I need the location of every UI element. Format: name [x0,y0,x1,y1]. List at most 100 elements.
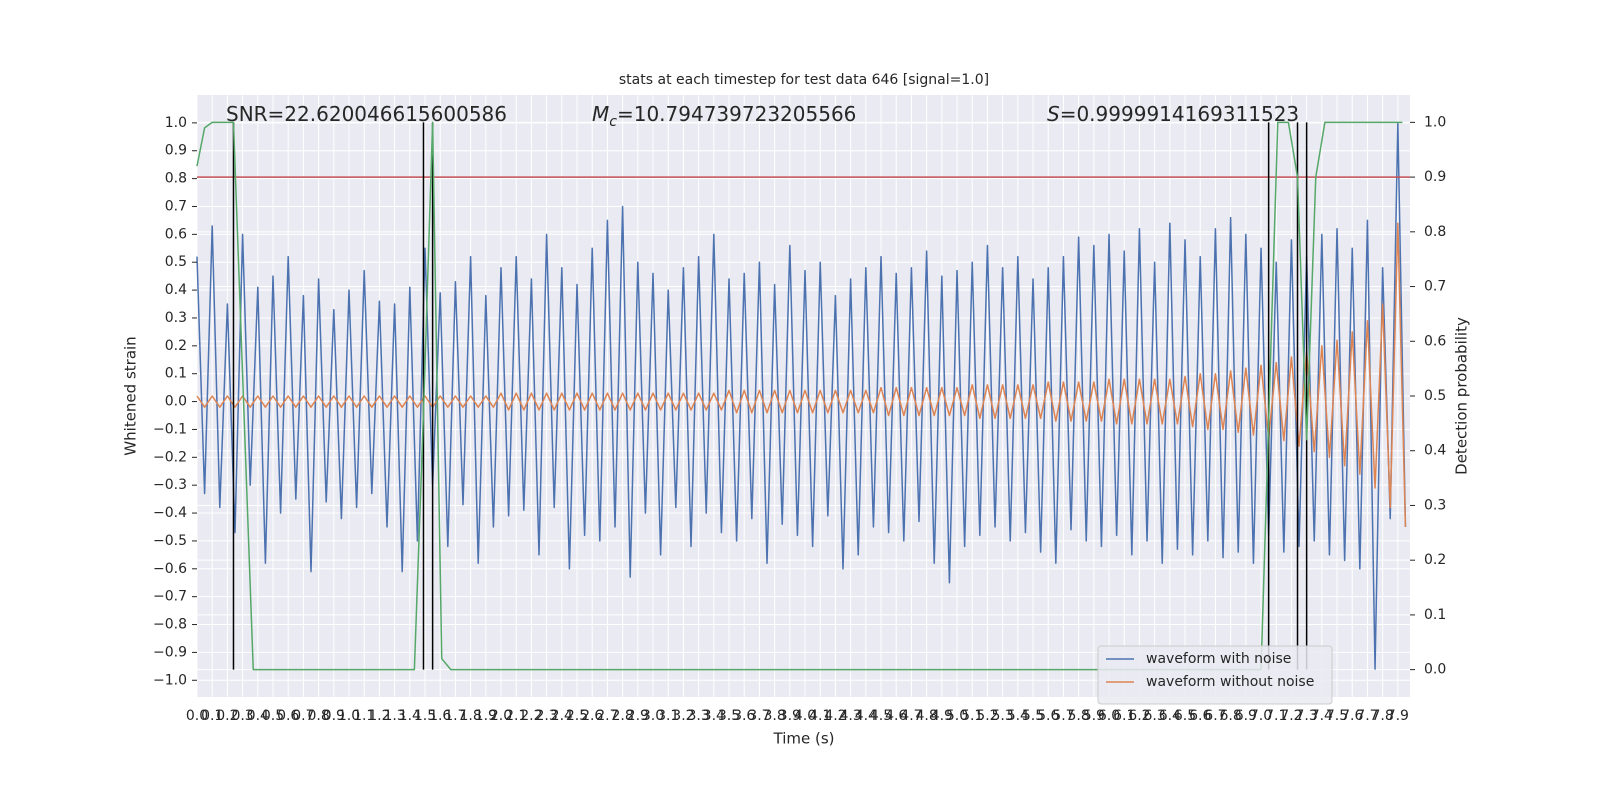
y2-axis-label: Detection probability [1453,317,1471,475]
x-tick-label: 1.6 [429,708,451,724]
chart-title: stats at each timestep for test data 646… [619,72,989,88]
y-tick-label: 0.4 [165,282,187,298]
x-tick-label: 1.4 [399,708,421,724]
x-tick-label: 3.4 [703,708,725,724]
y2-tick-label: 0.6 [1424,333,1446,349]
x-tick-label: 1.0 [338,708,360,724]
x-tick-label: 2.6 [581,708,603,724]
y-tick-label: 0.3 [165,310,187,326]
x-tick-label: 5.9 [1083,708,1105,724]
x-tick-label: 3.1 [657,708,679,724]
x-tick-label: 0.7 [292,708,314,724]
x-tick-label: 1.5 [414,708,436,724]
annotation: Mc=10.794739723205566 [592,102,856,130]
x-tick-label: 0.4 [247,708,269,724]
x-tick-label: 6.0 [1098,708,1120,724]
x-tick-label: 5.0 [946,708,968,724]
y-axis-label: Whitened strain [122,336,140,455]
x-tick-label: 1.8 [459,708,481,724]
y-tick-label: −0.1 [153,421,187,437]
x-tick-label: 2.0 [490,708,512,724]
marks [196,121,1410,671]
legend-box [1097,645,1333,705]
x-tick-label: 3.2 [672,708,694,724]
x-tick-label: 1.7 [444,708,466,724]
x-tick-label: 7.9 [1387,708,1409,724]
y-tick-label: 0.1 [165,366,187,382]
x-tick-label: 4.6 [885,708,907,724]
x-tick-label: 0.0 [186,708,208,724]
x-tick-label: 3.3 [687,708,709,724]
x-tick-label: 2.4 [551,708,573,724]
x-tick-label: 7.1 [1265,708,1287,724]
x-tick-label: 6.3 [1143,708,1165,724]
x-tick-label: 2.1 [505,708,527,724]
x-tick-label: 2.2 [520,708,542,724]
x-tick-label: 4.4 [855,708,877,724]
x-tick-label: 2.3 [535,708,557,724]
y-tick-label: 0.5 [165,254,187,270]
annotation-text: =0.9999914169311523 [1060,102,1299,126]
annotation-text: =10.794739723205566 [617,102,856,126]
x-tick-label: 6.2 [1128,708,1150,724]
probability-line [196,121,1403,671]
x-tick-label: 0.9 [323,708,345,724]
y2-tick-label: 0.9 [1424,169,1446,185]
annotation: SNR=22.620046615600586 [226,102,507,126]
x-tick-label: 5.7 [1052,708,1074,724]
y2-tick-label: 0.0 [1424,662,1446,678]
y-tick-label: 0.8 [165,171,187,187]
y-tick-label: 1.0 [165,115,187,131]
y-tick-label: −0.8 [153,617,187,633]
y2-tick-label: 0.4 [1424,443,1446,459]
x-tick-label: 4.2 [824,708,846,724]
y-tick-label: −1.0 [153,672,187,688]
x-tick-label: 7.4 [1311,708,1333,724]
x-tick-label: 7.3 [1296,708,1318,724]
x-tick-label: 0.3 [231,708,253,724]
x-tick-label: 3.7 [748,708,770,724]
x-tick-label: 6.4 [1159,708,1181,724]
y2-tick-label: 0.8 [1424,224,1446,240]
x-tick-label: 1.1 [353,708,375,724]
y-tick-label: −0.5 [153,533,187,549]
x-tick-label: 2.5 [566,708,588,724]
y-tick-label: 0.9 [165,143,187,159]
x-tick-label: 2.7 [596,708,618,724]
y-tick-label: 0.6 [165,226,187,242]
x-tick-label: 4.0 [794,708,816,724]
x-tick-label: 5.8 [1067,708,1089,724]
x-tick-label: 3.5 [718,708,740,724]
x-tick-label: 2.9 [627,708,649,724]
legend-label: waveform without noise [1146,674,1314,690]
x-tick-label: 7.2 [1280,708,1302,724]
x-tick-label: 6.9 [1235,708,1257,724]
x-axis-label: Time (s) [773,730,835,748]
y-tick-label: −0.3 [153,477,187,493]
series-line [196,222,1407,528]
x-tick-label: 6.5 [1174,708,1196,724]
x-tick-label: 4.5 [870,708,892,724]
x-tick-label: 1.9 [475,708,497,724]
x-tick-label: 7.5 [1326,708,1348,724]
y-tick-label: −0.7 [153,589,187,605]
x-tick-label: 6.6 [1189,708,1211,724]
y2-tick-label: 0.5 [1424,388,1446,404]
x-tick-label: 5.2 [976,708,998,724]
x-tick-label: 5.4 [1007,708,1029,724]
x-tick-label: 6.1 [1113,708,1135,724]
annotation-symbol: M [592,102,609,126]
x-tick-label: 5.1 [961,708,983,724]
x-tick-label: 7.8 [1372,708,1394,724]
x-tick-label: 3.6 [733,708,755,724]
x-tick-label: 5.5 [1022,708,1044,724]
x-tick-label: 5.3 [991,708,1013,724]
y-tick-label: 0.2 [165,338,187,354]
annotation-symbol: S [1047,102,1060,126]
x-tick-label: 0.8 [307,708,329,724]
x-tick-label: 3.8 [763,708,785,724]
annotation: S=0.9999914169311523 [1047,102,1299,126]
y2-tick-label: 0.3 [1424,497,1446,513]
y-tick-label: −0.9 [153,644,187,660]
x-tick-label: 7.7 [1356,708,1378,724]
